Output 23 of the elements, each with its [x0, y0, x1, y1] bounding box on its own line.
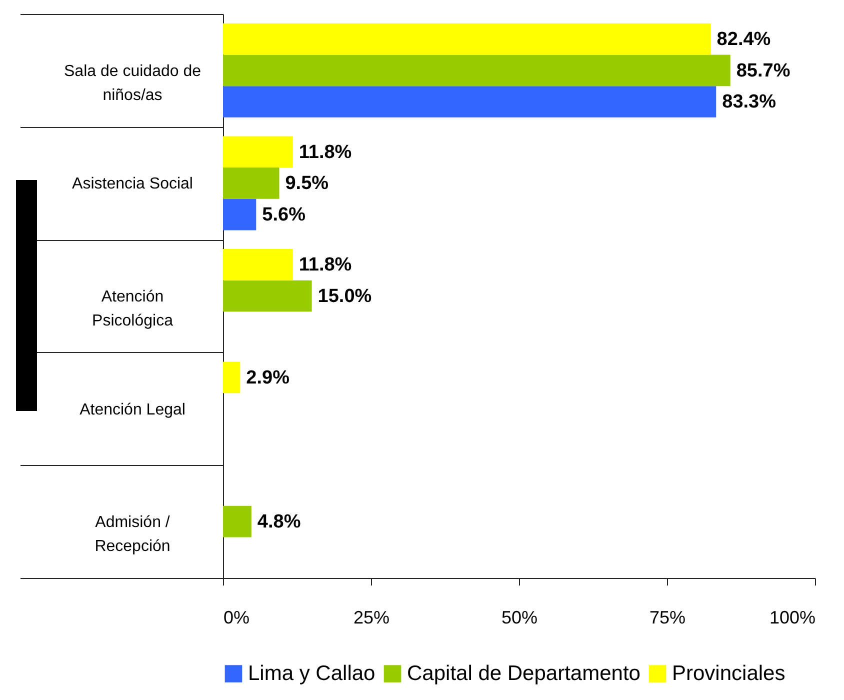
- data-label: 82.4%: [716, 29, 771, 50]
- data-label: 15.0%: [318, 286, 372, 307]
- y-tick-label: Atención Legal: [80, 401, 186, 418]
- y-tick-label: Atención Psicológica: [92, 288, 174, 330]
- x-tick-label: 0%: [224, 608, 250, 628]
- data-label: 11.8%: [298, 254, 352, 276]
- y-tick-label: Admisión / Recepción: [94, 514, 170, 556]
- data-label: 9.5%: [285, 173, 329, 194]
- legend-label: Provinciales: [672, 662, 786, 685]
- y-tick-label: Sala de cuidado de niños/as: [64, 62, 202, 104]
- x-tick-label: 25%: [353, 608, 390, 628]
- y-tick-label: Asistencia Social: [72, 176, 193, 193]
- legend-label: Capital de Departamento: [407, 662, 640, 685]
- data-label: 83.3%: [722, 92, 776, 113]
- data-label: 2.9%: [246, 367, 290, 388]
- x-tick-label: 100%: [769, 608, 816, 628]
- data-label: 11.8%: [298, 142, 352, 163]
- data-label: 4.8%: [257, 512, 301, 533]
- data-label: 85.7%: [736, 60, 790, 82]
- x-tick-label: 75%: [649, 608, 686, 628]
- data-label: 5.6%: [262, 204, 306, 226]
- x-tick-label: 50%: [501, 608, 538, 628]
- legend-label: Lima y Callao: [248, 662, 376, 685]
